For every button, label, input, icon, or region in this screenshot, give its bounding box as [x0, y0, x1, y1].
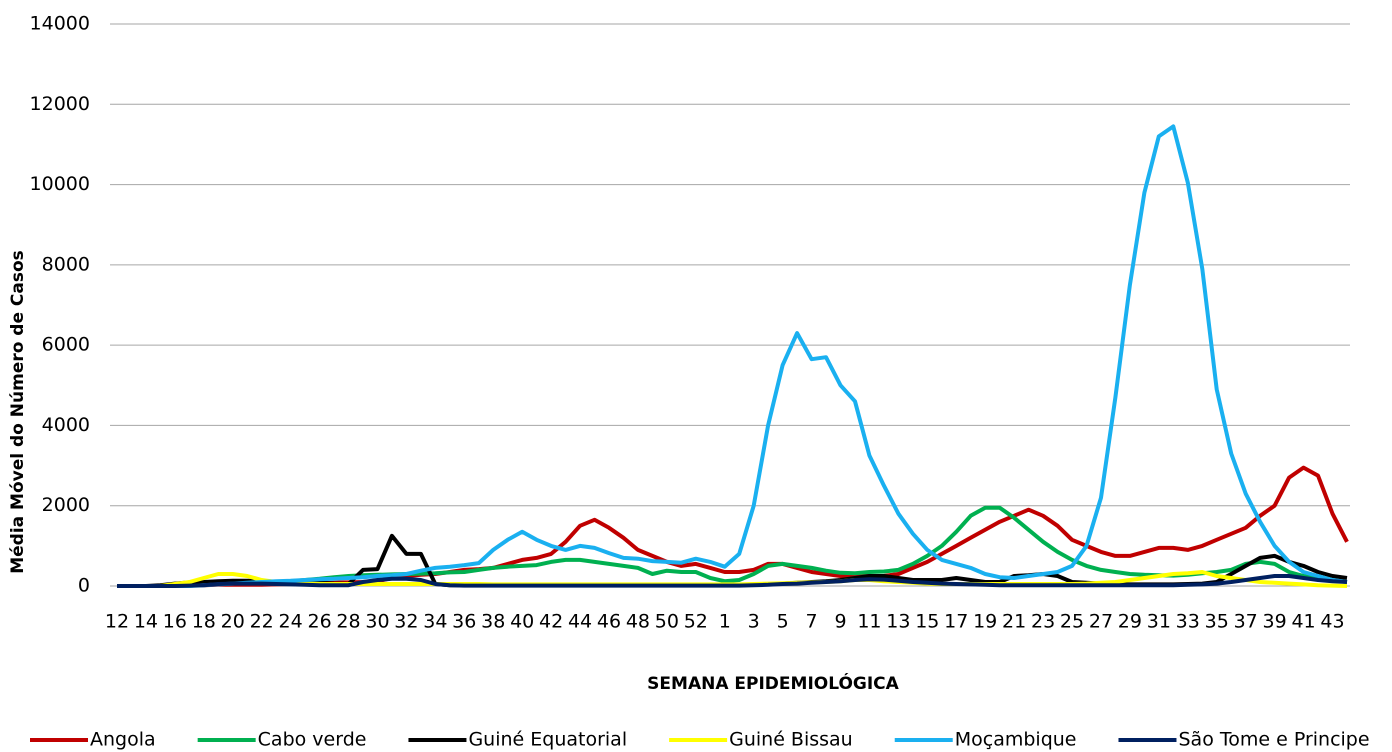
x-tick-label: 38 [481, 611, 505, 633]
x-tick-label: 33 [1176, 611, 1200, 633]
x-tick-label: 52 [684, 611, 708, 633]
x-tick-label: 11 [857, 611, 881, 633]
y-tick-label: 6000 [42, 334, 90, 356]
x-tick-label: 46 [597, 611, 621, 633]
legend-label: São Tome e Principe [1178, 729, 1369, 751]
y-tick-label: 0 [78, 575, 90, 597]
x-tick-label: 43 [1320, 611, 1344, 633]
x-tick-label: 42 [539, 611, 563, 633]
x-axis-title: SEMANA EPIDEMIOLÓGICA [647, 672, 899, 694]
x-tick-label: 30 [365, 611, 389, 633]
x-tick-label: 20 [221, 611, 245, 633]
x-tick-label: 39 [1263, 611, 1287, 633]
x-tick-label: 31 [1147, 611, 1171, 633]
x-tick-label: 1 [719, 611, 731, 633]
x-tick-label: 27 [1089, 611, 1113, 633]
x-tick-label: 24 [279, 611, 303, 633]
x-tick-label: 5 [777, 611, 789, 633]
x-tick-label: 37 [1234, 611, 1258, 633]
legend-label: Guiné Bissau [729, 729, 853, 751]
legend-label: Moçambique [955, 729, 1077, 751]
legend-label: Angola [90, 729, 156, 751]
x-tick-label: 14 [134, 611, 158, 633]
x-tick-label: 21 [1002, 611, 1026, 633]
y-tick-label: 8000 [42, 253, 90, 275]
x-tick-label: 41 [1291, 611, 1315, 633]
x-tick-label: 13 [886, 611, 910, 633]
series-line [117, 124, 1348, 588]
x-tick-label: 32 [394, 611, 418, 633]
y-tick-label: 4000 [42, 414, 90, 436]
legend-label: Cabo verde [258, 729, 367, 751]
y-tick-label: 14000 [30, 13, 90, 35]
x-tick-label: 7 [806, 611, 818, 633]
y-tick-label: 12000 [30, 93, 90, 115]
legend-label: Guiné Equatorial [468, 729, 627, 751]
y-tick-label: 2000 [42, 494, 90, 516]
x-tick-label: 34 [423, 611, 447, 633]
x-tick-label: 18 [192, 611, 216, 633]
x-tick-label: 17 [944, 611, 968, 633]
series-line [117, 465, 1349, 588]
x-tick-label: 9 [834, 611, 846, 633]
x-tick-label: 19 [973, 611, 997, 633]
x-tick-label: 25 [1060, 611, 1084, 633]
x-tick-label: 50 [655, 611, 679, 633]
y-axis-title: Média Móvel do Número de Casos [8, 250, 28, 574]
x-tick-label: 3 [748, 611, 760, 633]
x-tick-label: 28 [336, 611, 360, 633]
x-tick-label: 26 [307, 611, 331, 633]
x-tick-label: 44 [568, 611, 592, 633]
x-tick-label: 48 [626, 611, 650, 633]
x-tick-label: 35 [1205, 611, 1229, 633]
x-tick-label: 15 [915, 611, 939, 633]
y-tick-label: 10000 [30, 173, 90, 195]
x-tick-label: 29 [1118, 611, 1142, 633]
x-tick-label: 23 [1031, 611, 1055, 633]
x-tick-label: 40 [510, 611, 534, 633]
x-tick-label: 36 [452, 611, 476, 633]
series-line [117, 574, 1348, 588]
x-tick-label: 22 [250, 611, 274, 633]
x-tick-label: 16 [163, 611, 187, 633]
x-tick-label: 12 [105, 611, 129, 633]
